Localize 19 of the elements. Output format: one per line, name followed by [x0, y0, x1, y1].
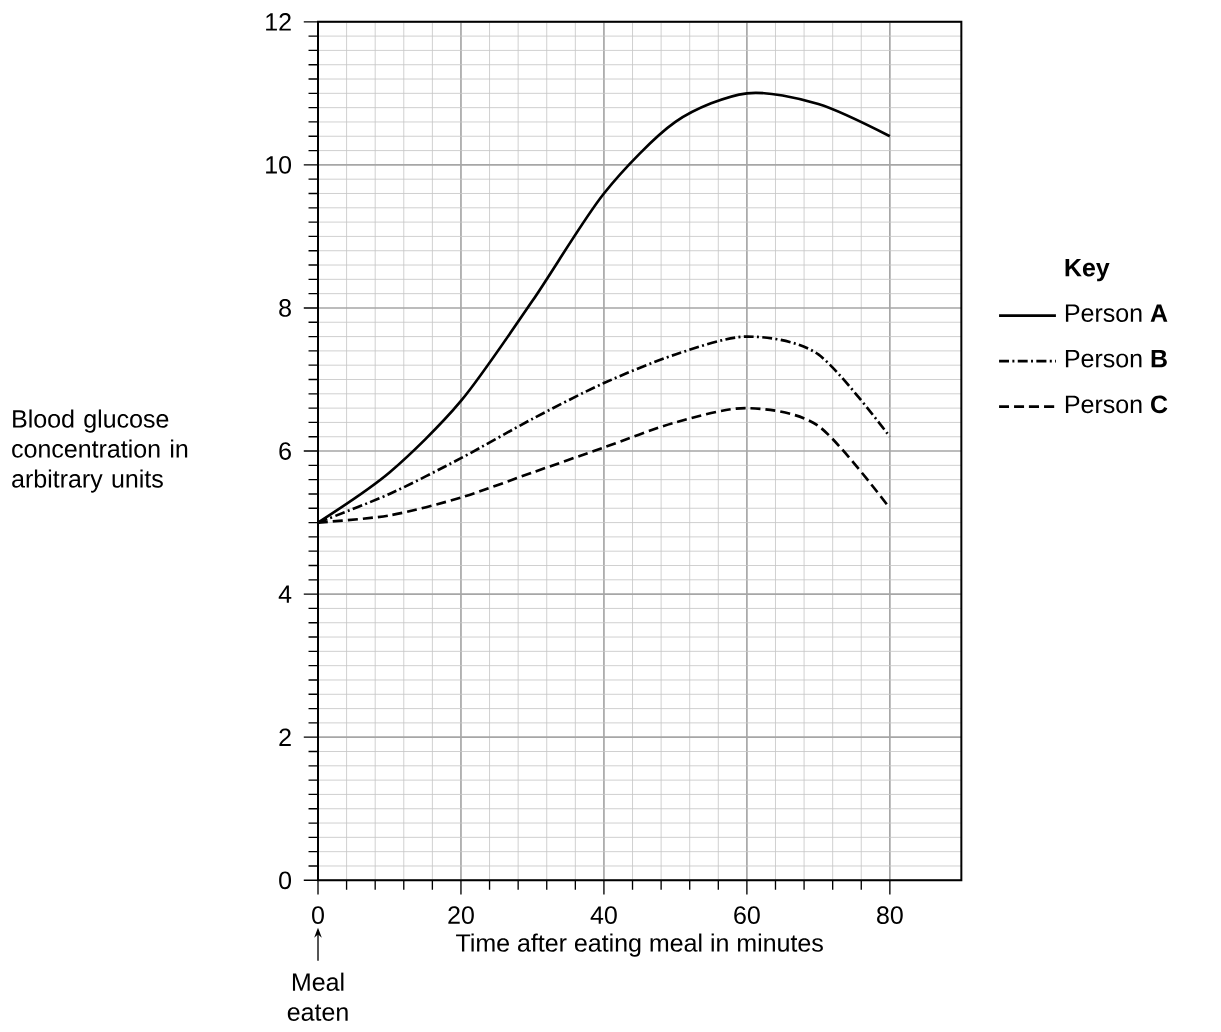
y-tick-label: 6: [279, 442, 291, 460]
x-tick-label: 60: [734, 906, 760, 924]
y-axis-title: Blood glucose concentration in arbitrary units: [12, 409, 188, 493]
text: Meal eaten: [287, 972, 348, 1021]
legend-title: Key: [1065, 258, 1110, 282]
legend-label: Person C: [1065, 395, 1168, 414]
x-tick-label: 80: [877, 906, 903, 924]
y-tick-label: 4: [278, 585, 292, 603]
y-tick-label: 0: [279, 871, 292, 890]
y-tick-label: 10: [266, 156, 292, 174]
x-axis-title: Time after eating meal in minutes: [456, 933, 823, 957]
x-tick-label: 40: [590, 906, 617, 924]
legend-label: Person B: [1065, 349, 1167, 368]
x-tick-label: 0: [312, 906, 324, 924]
y-tick-label: 12: [266, 13, 291, 31]
y-tick-label: 2: [279, 728, 291, 746]
legend-label: Person A: [1065, 304, 1168, 322]
y-tick-label: 8: [279, 299, 291, 317]
x-tick-label: 20: [448, 906, 474, 924]
